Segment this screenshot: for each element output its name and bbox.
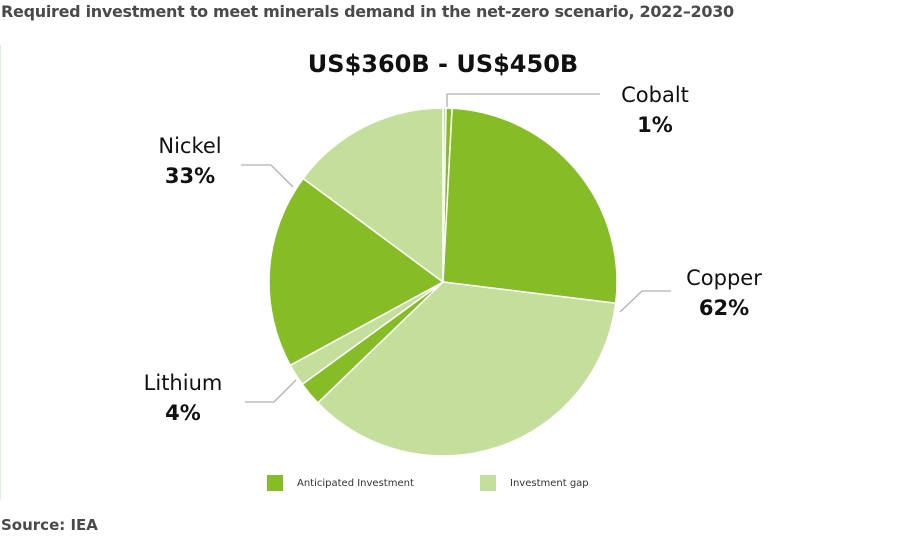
leader-lines bbox=[241, 93, 671, 403]
nickel-percent: 33% bbox=[164, 164, 216, 188]
cobalt-name: Cobalt bbox=[621, 83, 689, 107]
slice-nickel-gap bbox=[302, 107, 444, 283]
lithium-leader-line bbox=[245, 379, 297, 403]
slice-copper-gap bbox=[317, 281, 617, 457]
cobalt-percent: 1% bbox=[637, 113, 673, 137]
gap-swatch bbox=[480, 475, 496, 491]
copper-leader-line bbox=[619, 290, 671, 313]
pie-slices bbox=[268, 107, 618, 457]
lithium-percent: 4% bbox=[165, 401, 201, 425]
copper-label: Copper 62% bbox=[672, 263, 776, 323]
source-note: Source: IEA bbox=[1, 516, 98, 534]
copper-percent: 62% bbox=[698, 296, 750, 320]
copper-name: Copper bbox=[686, 266, 762, 290]
side-border bbox=[0, 45, 1, 500]
slice-nickel-anticipated bbox=[268, 177, 444, 367]
slice-copper-anticipated bbox=[442, 107, 618, 304]
nickel-name: Nickel bbox=[158, 134, 222, 158]
lithium-label: Lithium 4% bbox=[130, 368, 236, 428]
legend-anticipated[interactable]: Anticipated Investment bbox=[267, 475, 414, 491]
legend-gap-label: Investment gap bbox=[510, 477, 589, 489]
lithium-name: Lithium bbox=[143, 371, 223, 395]
investment-range-headline: US$360B - US$450B bbox=[307, 50, 579, 78]
chart-title: Required investment to meet minerals dem… bbox=[1, 2, 734, 21]
legend-anticipated-label: Anticipated Investment bbox=[297, 477, 414, 489]
anticipated-swatch bbox=[267, 475, 283, 491]
nickel-label: Nickel 33% bbox=[142, 131, 238, 191]
nickel-leader-line bbox=[241, 164, 294, 188]
legend-gap[interactable]: Investment gap bbox=[480, 475, 589, 491]
cobalt-label: Cobalt 1% bbox=[610, 80, 700, 140]
cobalt-leader-line bbox=[446, 93, 600, 107]
